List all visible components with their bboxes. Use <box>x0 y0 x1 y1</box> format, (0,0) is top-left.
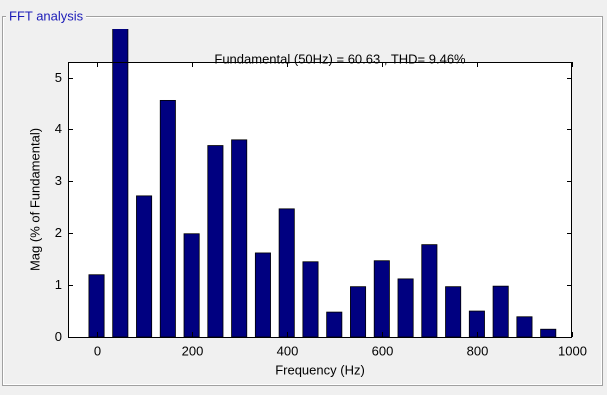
bar <box>326 311 343 338</box>
bar <box>278 208 295 338</box>
y-tick-label: 5 <box>55 70 62 85</box>
group-box-title-bg <box>6 9 86 25</box>
x-tick-label: 400 <box>277 343 299 358</box>
axes-box <box>68 62 572 338</box>
y-tick-label: 2 <box>55 225 62 240</box>
chart-title: Fundamental (50Hz) = 60.63 , THD= 9.46% <box>214 51 466 66</box>
bar <box>302 261 319 338</box>
bar <box>159 99 176 338</box>
bar <box>468 310 485 338</box>
group-box-highlight <box>3 17 602 385</box>
x-axis-label: Frequency (Hz) <box>275 362 365 377</box>
bar <box>231 139 248 338</box>
bar <box>540 328 557 338</box>
bar <box>207 145 224 338</box>
x-tick-label: 0 <box>94 343 101 358</box>
bar <box>421 244 438 338</box>
y-tick-label: 4 <box>55 121 62 136</box>
bar <box>112 29 129 338</box>
group-box-border <box>2 16 603 386</box>
x-tick-label: 200 <box>182 343 204 358</box>
bar <box>183 233 200 338</box>
bar <box>397 278 414 338</box>
group-box-title: FFT analysis <box>9 8 84 23</box>
y-tick-label: 1 <box>55 277 62 292</box>
bars <box>88 29 557 338</box>
bar <box>516 316 533 338</box>
y-axis-label: Mag (% of Fundamental) <box>27 128 42 271</box>
bar <box>373 260 390 338</box>
bar <box>136 195 153 338</box>
x-tick-label: 1000 <box>558 343 587 358</box>
bar <box>88 274 105 338</box>
y-tick-label: 0 <box>55 329 62 344</box>
y-tick-label: 3 <box>55 173 62 188</box>
bar <box>254 252 271 338</box>
x-tick-label: 600 <box>372 343 394 358</box>
bar <box>445 286 462 338</box>
bar <box>350 286 367 338</box>
bar <box>492 285 509 338</box>
x-tick-label: 800 <box>467 343 489 358</box>
